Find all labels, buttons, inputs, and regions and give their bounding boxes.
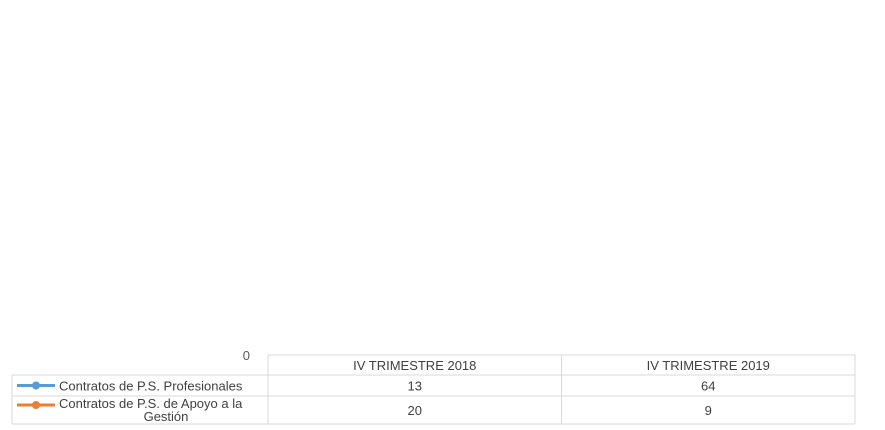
table-value: 9	[705, 403, 712, 418]
legend-key-marker	[32, 401, 40, 409]
y-tick-label: 0	[243, 348, 250, 363]
legend-key-marker	[32, 381, 40, 390]
x-tick-label: IV TRIMESTRE 2018	[353, 358, 476, 373]
legend-label: Contratos de P.S. de Apoyo a la Gestión	[59, 396, 243, 424]
x-tick-label: IV TRIMESTRE 2019	[647, 358, 770, 373]
legend-label: Contratos de P.S. Profesionales	[59, 379, 243, 394]
table-value: 20	[408, 403, 422, 418]
table-value: 64	[701, 379, 715, 394]
table-value: 13	[408, 379, 422, 394]
